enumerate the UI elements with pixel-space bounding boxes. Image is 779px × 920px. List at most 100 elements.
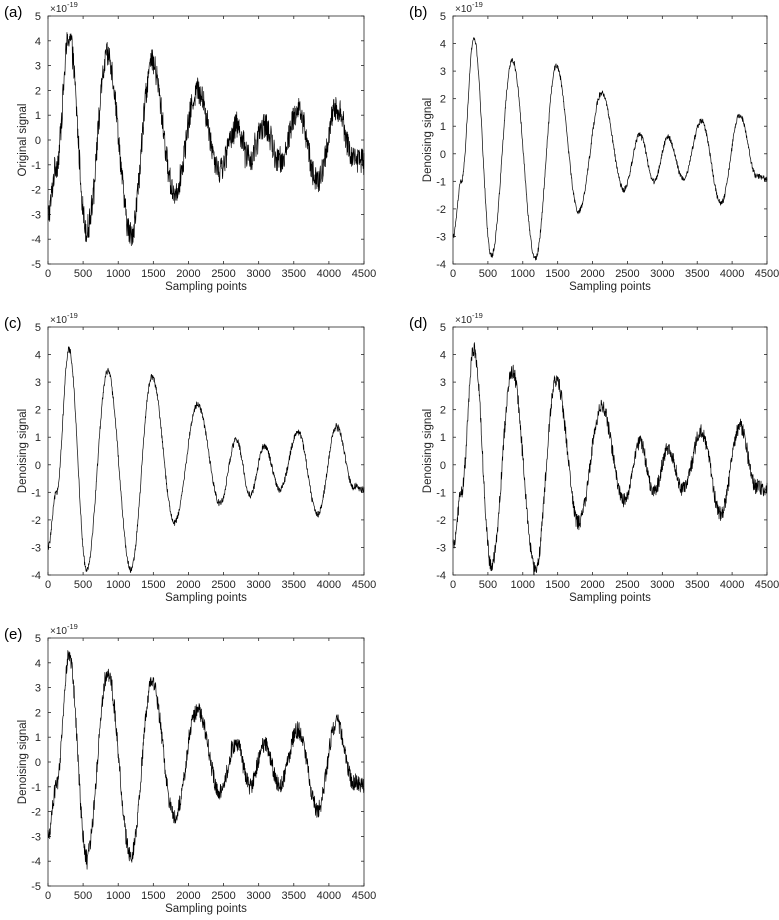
x-tick-label: 1500: [545, 579, 569, 591]
y-tick-label: 0: [35, 135, 41, 147]
y-tick-label: 4: [35, 36, 41, 48]
x-tick-label: 4500: [352, 890, 376, 902]
x-tick-label: 500: [479, 579, 497, 591]
panel-a: 0 500 1000 1500 2000 2500 3000 3500 4000 4500 -5 -4…: [4, 0, 376, 293]
x-tick-label: 3500: [282, 890, 306, 902]
y-tick-label: 3: [35, 683, 41, 695]
plot-area: [47, 637, 365, 887]
x-tick-label: 0: [45, 268, 51, 280]
x-tick-label: 1000: [106, 579, 130, 591]
x-tick-label: 3500: [282, 579, 306, 591]
x-tick-label: 2500: [615, 579, 639, 591]
y-tick-label: -5: [31, 259, 41, 271]
y-tick-label: 2: [35, 405, 41, 417]
y-tick-label: -1: [436, 176, 446, 188]
x-tick-label: 0: [45, 579, 51, 591]
panel-label: (c): [4, 315, 22, 332]
plot-area: [452, 326, 768, 576]
y-tick-label: 5: [35, 11, 41, 23]
panel-d: 0 500 1000 1500 2000 2500 3000 3500 4000 4500 -4 -3…: [409, 311, 779, 604]
y-tick-label: 4: [440, 39, 446, 51]
x-tick-label: 4500: [755, 268, 779, 280]
y-exponent-label: ×10-19: [455, 311, 483, 326]
y-tick-label: -3: [31, 831, 41, 843]
y-tick-label: -2: [436, 515, 446, 527]
y-tick-label: -1: [31, 160, 41, 172]
y-tick-label: 1: [35, 732, 41, 744]
y-axis-label: Denoising signal: [17, 409, 29, 493]
panel-label: (b): [409, 4, 427, 21]
y-tick-label: -2: [31, 185, 41, 197]
y-axis-label: Denoising signal: [422, 98, 434, 182]
signal-trace: [452, 342, 768, 576]
x-tick-label: 1000: [511, 579, 535, 591]
x-tick-label: 4500: [755, 579, 779, 591]
y-tick-label: 1: [440, 432, 446, 444]
x-tick-label: 3000: [246, 579, 270, 591]
x-tick-label: 3000: [246, 268, 270, 280]
y-tick-label: 3: [440, 66, 446, 78]
y-tick-label: -3: [436, 542, 446, 554]
x-tick-label: 0: [45, 890, 51, 902]
y-exponent-label: ×10-19: [50, 622, 78, 637]
y-tick-label: -2: [31, 807, 41, 819]
y-tick-label: 5: [440, 322, 446, 334]
y-tick-label: -3: [31, 542, 41, 554]
x-tick-label: 4500: [352, 579, 376, 591]
y-exponent-label: ×10-19: [50, 0, 78, 15]
x-tick-label: 2000: [176, 579, 200, 591]
x-tick-label: 4500: [352, 268, 376, 280]
x-tick-label: 1500: [545, 268, 569, 280]
x-axis-label: Sampling points: [165, 592, 247, 604]
y-tick-label: -1: [436, 487, 446, 499]
y-tick-label: 2: [440, 94, 446, 106]
panel-label: (d): [409, 315, 427, 332]
y-tick-label: -1: [31, 782, 41, 794]
x-tick-label: 4000: [317, 579, 341, 591]
x-tick-label: 2500: [211, 268, 235, 280]
x-tick-label: 3000: [650, 579, 674, 591]
x-tick-label: 4000: [317, 268, 341, 280]
y-tick-label: -1: [31, 487, 41, 499]
y-tick-label: 3: [440, 377, 446, 389]
y-axis-label: Denoising signal: [17, 720, 29, 804]
y-tick-label: -4: [31, 234, 41, 246]
y-tick-label: -5: [31, 881, 41, 893]
x-tick-label: 2500: [211, 890, 235, 902]
y-tick-label: -4: [436, 570, 446, 582]
panel-c: 0 500 1000 1500 2000 2500 3000 3500 4000 4500 -4 -3…: [4, 311, 376, 604]
x-tick-label: 500: [74, 890, 92, 902]
x-axis-label: Sampling points: [569, 281, 651, 293]
x-tick-label: 4000: [720, 268, 744, 280]
panel-label: (e): [4, 626, 22, 643]
x-tick-label: 1000: [511, 268, 535, 280]
y-tick-label: 3: [35, 61, 41, 73]
signal-trace: [47, 32, 365, 247]
panel-label: (a): [4, 4, 22, 21]
plot-area: [47, 15, 365, 265]
x-axis-label: Sampling points: [165, 281, 247, 293]
y-tick-label: 1: [35, 110, 41, 122]
y-tick-label: 5: [440, 11, 446, 23]
y-tick-label: -2: [31, 515, 41, 527]
y-tick-label: 1: [440, 121, 446, 133]
x-tick-label: 1500: [141, 268, 165, 280]
x-tick-label: 2500: [615, 268, 639, 280]
x-axis-label: Sampling points: [569, 592, 651, 604]
y-tick-label: 0: [35, 757, 41, 769]
plot-area: [47, 326, 365, 576]
x-tick-label: 2000: [580, 268, 604, 280]
y-tick-label: 4: [35, 658, 41, 670]
x-tick-label: 1000: [106, 890, 130, 902]
plot-area: [452, 15, 768, 265]
x-tick-label: 1000: [106, 268, 130, 280]
y-tick-label: 0: [440, 149, 446, 161]
signal-trace: [452, 37, 768, 261]
panel-b: 0 500 1000 1500 2000 2500 3000 3500 4000 4500 -4 -3…: [409, 0, 779, 293]
y-tick-label: 2: [35, 85, 41, 97]
x-tick-label: 2000: [176, 890, 200, 902]
x-tick-label: 3500: [282, 268, 306, 280]
y-tick-label: -4: [31, 570, 41, 582]
y-tick-label: -3: [31, 209, 41, 221]
